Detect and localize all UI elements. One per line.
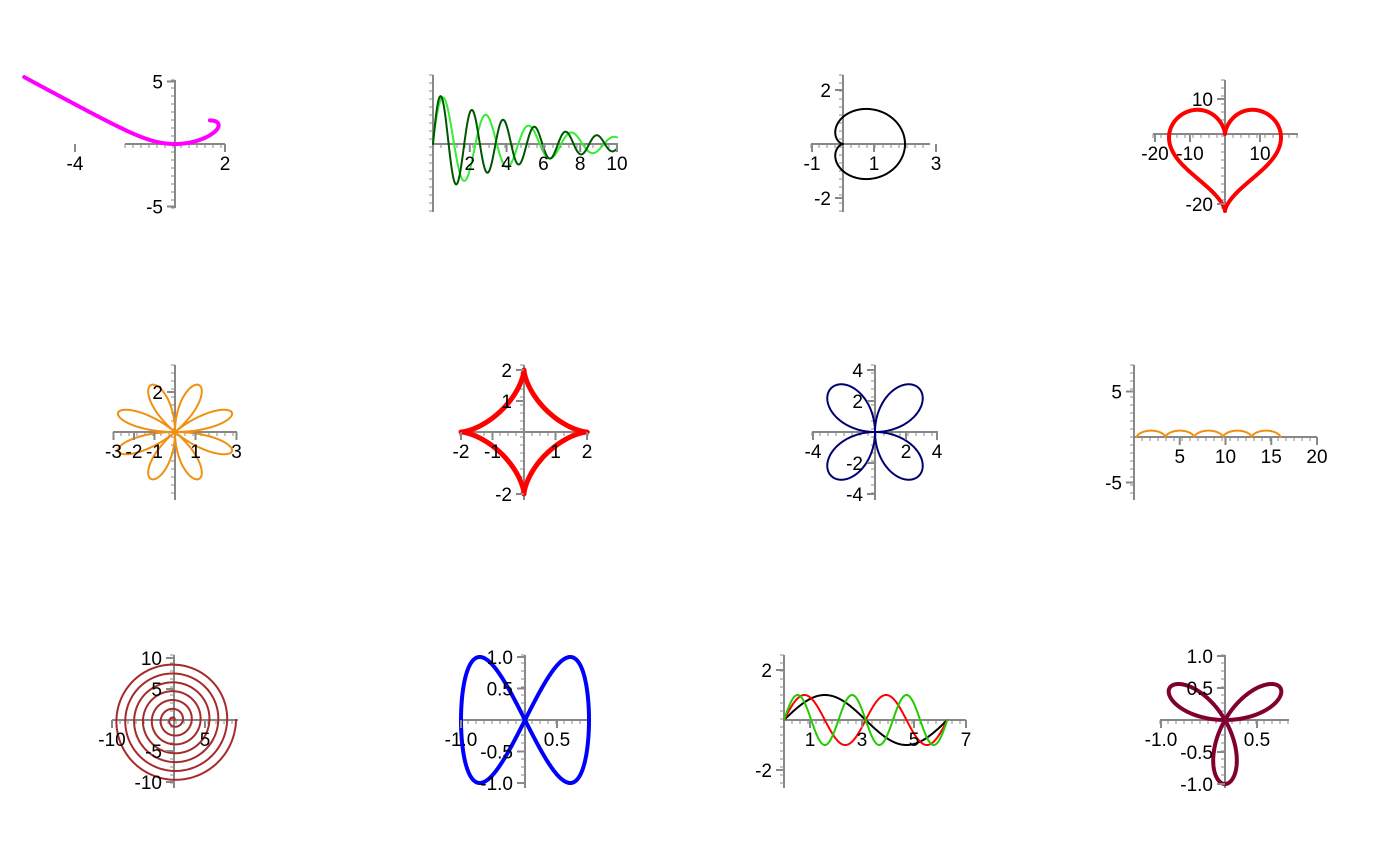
y-tick-label: 4 [852, 361, 863, 382]
series-line-1 [116, 383, 234, 481]
x-tick-label: -1.0 [1145, 730, 1178, 751]
x-tick-label: 5 [909, 730, 920, 751]
series-line-1 [22, 75, 221, 146]
x-tick-label: 1 [550, 442, 561, 463]
y-tick-label: -0.5 [480, 743, 513, 764]
y-tick-label: 0.5 [487, 680, 513, 701]
chart-panel-1: -4 2 5 -5 [22, 73, 231, 219]
x-tick-label: 5 [1174, 447, 1185, 468]
y-tick-label: -0.5 [1180, 743, 1213, 764]
x-tick-label: 1 [869, 154, 880, 175]
y-tick-label: 5 [152, 73, 163, 94]
series-line-2 [432, 95, 618, 186]
y-tick-label: 2 [761, 661, 772, 682]
x-tick-label: 2 [465, 154, 476, 175]
x-tick-label: 4 [932, 442, 943, 463]
x-tick-label: -2 [126, 442, 143, 463]
x-tick-label: -2 [453, 442, 470, 463]
x-tick-label: 5 [200, 730, 211, 751]
y-tick-label: 2 [820, 81, 831, 102]
y-tick-label: -2 [755, 761, 772, 782]
x-tick-label: -4 [805, 442, 822, 463]
y-tick-label: -2 [495, 485, 512, 506]
chart-panel-2: 2 4 6 8 10 [429, 74, 628, 212]
y-tick-label: -4 [846, 485, 863, 506]
x-tick-label: -10 [98, 730, 125, 751]
y-tick-label: -10 [135, 773, 162, 794]
x-tick-label: 15 [1261, 447, 1282, 468]
x-tick-label: 3 [931, 154, 942, 175]
y-tick-label: -2 [846, 454, 863, 475]
y-tick-label: 1.0 [1187, 647, 1213, 668]
chart-panel-4: -20 -10 10 10 -20 [1141, 79, 1298, 216]
y-tick-label: -5 [1105, 474, 1122, 495]
series-line-1 [115, 663, 237, 781]
y-tick-label: 2 [852, 392, 863, 413]
x-tick-label: 2 [220, 154, 231, 175]
x-tick-label: 0.5 [544, 730, 570, 751]
series-line-3 [783, 694, 949, 746]
x-tick-label: 10 [1249, 144, 1270, 165]
x-tick-label: 20 [1306, 447, 1327, 468]
series-line-1 [834, 107, 906, 181]
x-tick-label: -1.0 [445, 730, 478, 751]
series-line-1 [1135, 429, 1282, 438]
y-tick-label: -1.0 [1180, 775, 1213, 796]
x-tick-label: -20 [1141, 144, 1168, 165]
x-tick-label: 6 [538, 154, 549, 175]
x-tick-label: 4 [501, 154, 512, 175]
series-line-1 [1167, 107, 1283, 213]
y-tick-label: 1 [501, 392, 512, 413]
chart-panel-9: -10 5 10 5 -5 -10 [98, 649, 238, 794]
chart-panel-12: -1.0 0.51.00.5-0.5-1.0 [1145, 647, 1289, 796]
chart-panel-8: 5 10 15 20 5 -5 [1105, 364, 1328, 500]
x-tick-label: 2 [901, 442, 912, 463]
chart-panel-6: -2 -1 1 221-2 [453, 361, 593, 506]
x-tick-label: 10 [606, 154, 627, 175]
x-tick-label: -1 [804, 154, 821, 175]
y-tick-label: 10 [1192, 90, 1213, 111]
x-tick-label: -4 [67, 154, 84, 175]
y-tick-label: 2 [501, 361, 512, 382]
y-tick-label: 1.0 [487, 648, 513, 669]
chart-panel-10: -1.0 0.51.00.5-0.5-1.0 [445, 648, 591, 795]
chart-panel-7: -4 2 442-2-4 [805, 361, 943, 506]
x-tick-label: 7 [961, 730, 972, 751]
y-tick-label: -20 [1186, 195, 1213, 216]
y-tick-label: 5 [1111, 383, 1122, 404]
x-tick-label: -1 [484, 442, 501, 463]
x-tick-label: 2 [582, 442, 593, 463]
x-tick-label: 1 [805, 730, 816, 751]
series-line-1 [459, 655, 591, 785]
x-tick-label: 3 [857, 730, 868, 751]
x-tick-label: 0.5 [1244, 730, 1270, 751]
x-tick-label: 8 [575, 154, 586, 175]
chart-panel-5: -3 -2 -1 1 3 2 [105, 364, 242, 500]
chart-panel-11: 1 3 5 7 2 -2 [755, 654, 972, 788]
y-tick-label: 5 [151, 680, 162, 701]
x-tick-label: -3 [105, 442, 122, 463]
y-tick-label: 10 [141, 649, 162, 670]
x-tick-label: -1 [146, 442, 163, 463]
y-tick-label: -1.0 [480, 774, 513, 795]
y-tick-label: 2 [152, 383, 163, 404]
y-tick-label: 0.5 [1187, 679, 1213, 700]
series-line-1 [826, 383, 924, 481]
x-tick-label: 3 [231, 442, 242, 463]
chart-panel-3: -1 1 3 2 -2 [804, 74, 942, 212]
x-tick-label: -10 [1176, 144, 1203, 165]
x-tick-label: 10 [1215, 447, 1236, 468]
y-tick-label: -5 [145, 742, 162, 763]
y-tick-label: -5 [146, 198, 163, 219]
x-tick-label: 1 [190, 442, 201, 463]
y-tick-label: -2 [814, 189, 831, 210]
